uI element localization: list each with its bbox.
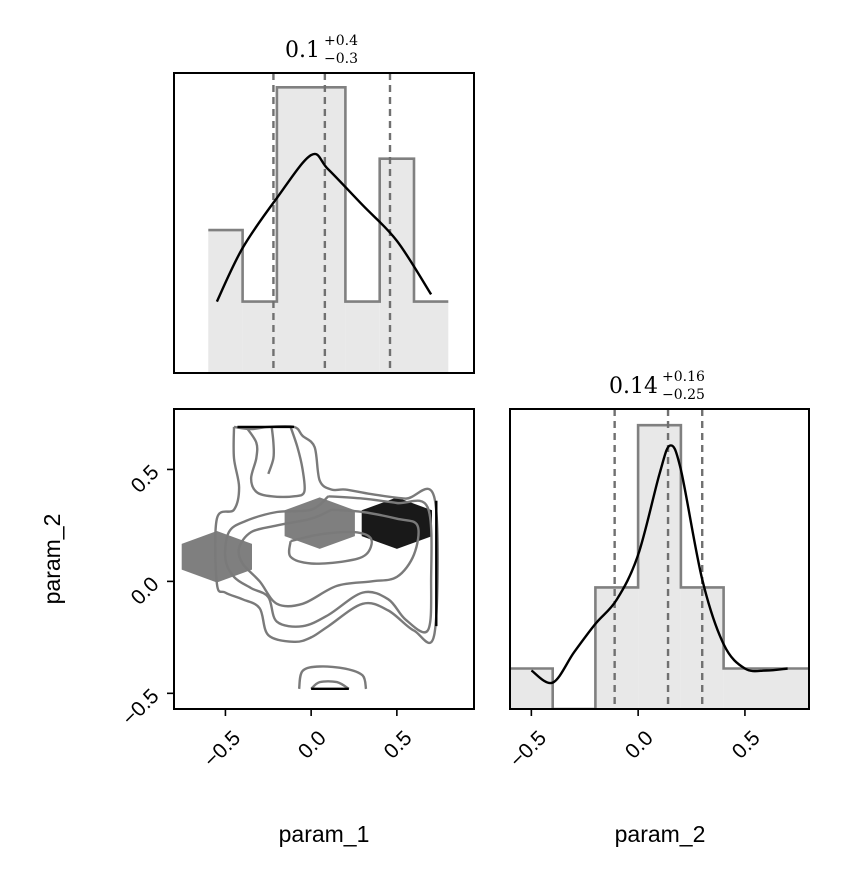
param-2-marginal-panel: −0.5 0.0 0.5 param_2 0.14 +0.16 −0.25 bbox=[505, 369, 810, 847]
param-2-x-axis-label: param_2 bbox=[615, 821, 706, 847]
param-1-title: 0.1 +0.4 −0.3 bbox=[285, 33, 358, 67]
joint-contours bbox=[214, 424, 439, 691]
joint-panel-frame bbox=[173, 408, 475, 710]
joint-y-axis-label: param_2 bbox=[39, 514, 65, 605]
param-1-bar-fill bbox=[414, 301, 449, 373]
joint-hexbin bbox=[361, 497, 432, 549]
param-1-histogram-bars bbox=[208, 86, 449, 373]
param-1-bar-fill bbox=[276, 87, 346, 373]
param-2-bar-fill bbox=[595, 587, 639, 709]
param-1-marginal-panel: 0.1 +0.4 −0.3 bbox=[173, 33, 475, 374]
param-2-x-ticks: −0.5 0.0 0.5 bbox=[505, 709, 765, 772]
param-2-bar-fill bbox=[510, 668, 553, 709]
joint-x-ticks: −0.5 0.0 0.5 bbox=[200, 709, 417, 772]
param-1-kde-curve bbox=[215, 152, 433, 303]
param-2-bar-fill bbox=[723, 668, 809, 709]
joint-contour-line bbox=[223, 495, 433, 634]
param-1-bar-fill bbox=[345, 301, 380, 373]
joint-contour-line bbox=[237, 508, 420, 608]
joint-x-tick-label: −0.5 bbox=[200, 726, 246, 772]
joint-y-tick-label: −0.5 bbox=[118, 685, 164, 731]
param-1-title-plus: +0.4 bbox=[324, 33, 358, 49]
joint-y-tick-label: 0.5 bbox=[127, 461, 164, 498]
param-1-quantile-lines bbox=[272, 73, 392, 373]
joint-contour-line bbox=[214, 424, 439, 645]
param-2-histogram-bars bbox=[510, 423, 809, 709]
param-2-x-tick-label: 0.0 bbox=[621, 726, 658, 763]
joint-y-ticks: −0.5 0.0 0.5 bbox=[118, 461, 174, 730]
joint-contour-line bbox=[287, 530, 373, 565]
joint-hexbin bbox=[181, 531, 252, 583]
param-2-quantile-lines bbox=[613, 409, 704, 709]
joint-contour-line bbox=[267, 426, 276, 475]
param-1-bar-fill bbox=[208, 230, 243, 373]
param-2-x-tick-label: 0.5 bbox=[728, 726, 765, 763]
param-2-histogram-step bbox=[510, 423, 809, 709]
param-1-title-minus: −0.3 bbox=[324, 51, 358, 67]
joint-hexbins bbox=[181, 497, 432, 583]
joint-y-tick-label: 0.0 bbox=[127, 573, 164, 610]
param-1-marginal-frame bbox=[173, 72, 475, 374]
param-2-kde-curve bbox=[530, 444, 788, 685]
param-2-marginal-frame bbox=[509, 408, 810, 710]
joint-contour-panel: −0.5 0.0 0.5 −0.5 0.0 0.5 param_1 param_2 bbox=[39, 408, 475, 847]
param-2-title: 0.14 +0.16 −0.25 bbox=[609, 369, 705, 403]
param-1-histogram-step bbox=[208, 86, 449, 303]
param-2-bar-fill bbox=[638, 425, 681, 709]
param-1-title-median: 0.1 bbox=[285, 38, 320, 63]
param-1-bar-fill bbox=[379, 158, 414, 373]
param-1-bar-fill bbox=[242, 301, 277, 373]
joint-x-axis-label: param_1 bbox=[279, 821, 370, 847]
joint-x-tick-label: 0.5 bbox=[380, 726, 417, 763]
param-2-title-plus: +0.16 bbox=[662, 369, 705, 385]
param-2-title-median: 0.14 bbox=[609, 374, 658, 399]
param-2-x-tick-label: −0.5 bbox=[505, 726, 551, 772]
joint-contour-line bbox=[297, 665, 368, 690]
joint-contour-line bbox=[244, 426, 306, 499]
param-2-title-minus: −0.25 bbox=[662, 387, 705, 403]
joint-contour-line bbox=[310, 680, 350, 690]
joint-x-tick-label: 0.0 bbox=[294, 726, 331, 763]
